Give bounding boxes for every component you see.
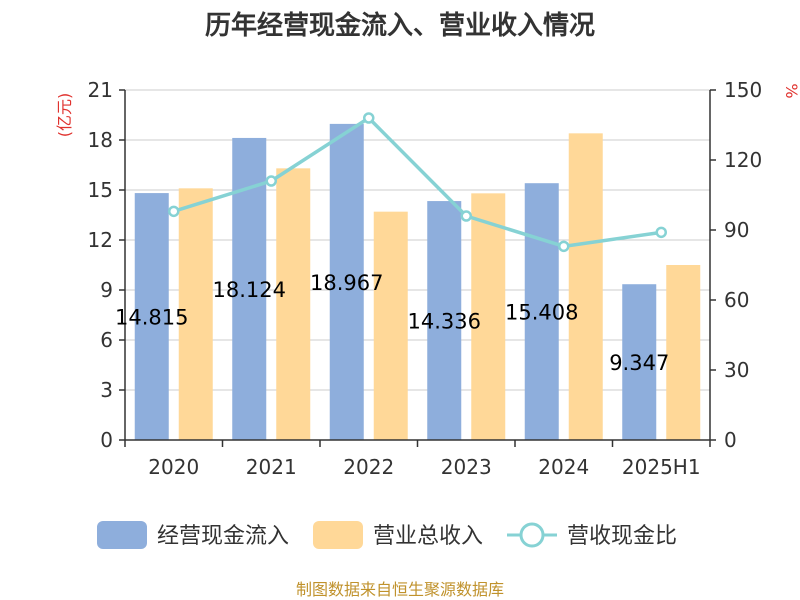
left-tick-label: 15 [88,178,113,202]
ratio-point [558,240,570,253]
bar [134,193,169,440]
legend-swatch [97,521,147,549]
ratio-polyline [173,116,662,249]
bar [524,183,559,440]
left-tick-label: 9 [100,278,113,302]
ratio-point [655,226,667,239]
right-tick-label: 0 [724,428,737,452]
legend-label: 营收现金比 [567,524,677,549]
bar [329,123,364,440]
right-tick-label: 60 [724,288,749,312]
bar [666,265,701,440]
grid [125,89,710,391]
bar-data-label: 9.347 [609,351,669,375]
ratio-point [460,210,472,222]
left-tick-label: 12 [88,228,113,252]
bar [276,168,311,441]
x-tick-label: 2025H1 [622,455,701,479]
legend-swatch [313,521,363,549]
x-tick-label: 2021 [246,455,297,479]
bar [373,211,408,440]
left-tick-label: 21 [88,78,113,102]
right-tick-label: 120 [724,148,762,172]
left-tick-label: 0 [100,428,113,452]
right-axis-unit: % [782,83,800,98]
x-tick-label: 2024 [538,455,589,479]
left-tick-label: 3 [100,378,113,402]
legend: 经营现金流入 营业总收入 营收现金比 [97,521,677,549]
left-axis-unit: (亿元) [55,93,74,138]
data-labels: 14.815 18.124 18.967 14.336 15.408 9.347 [115,271,669,375]
axes: 0 3 6 9 12 15 18 21 0 30 60 90 120 150 2020 2021 2022 202… [88,78,763,479]
bar-data-label: 14.815 [115,306,188,330]
x-tick-label: 2023 [441,455,492,479]
legend-marker [519,522,545,548]
bar [427,201,462,440]
ratio-line [168,112,667,253]
x-tick-label: 2022 [343,455,394,479]
right-tick-label: 90 [724,218,749,242]
source-note: 制图数据来自恒生聚源数据库 [296,580,504,599]
left-tick-label: 6 [100,328,113,352]
bar [568,133,603,441]
legend-label: 经营现金流入 [157,524,289,549]
bar-data-label: 15.408 [505,301,578,325]
ratio-point [168,205,180,218]
legend-label: 营业总收入 [373,524,483,549]
ratio-point [363,112,375,124]
bar [622,284,657,440]
bar-data-label: 14.336 [408,310,481,334]
bar-data-label: 18.967 [310,271,383,295]
bar [178,188,213,440]
bar-data-label: 18.124 [213,278,286,302]
x-tick-label: 2020 [148,455,199,479]
right-tick-label: 150 [724,78,762,102]
left-tick-label: 18 [88,128,113,152]
ratio-point [265,175,277,187]
bar [471,193,506,440]
chart-title: 历年经营现金流入、营业收入情况 [205,10,595,41]
right-tick-label: 30 [724,358,749,382]
